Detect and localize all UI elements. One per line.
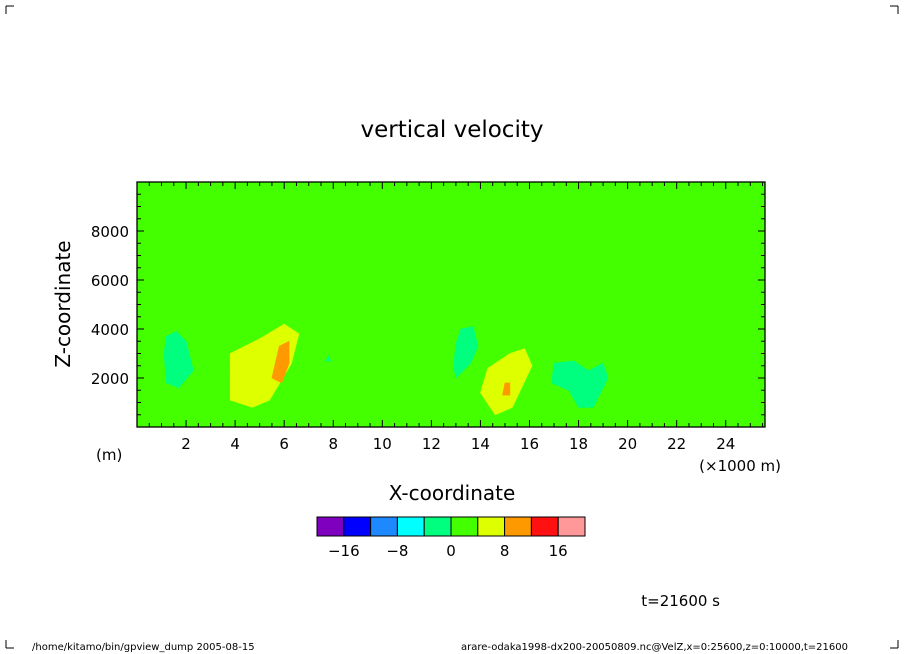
colorbar-swatch xyxy=(477,516,506,537)
colorbar xyxy=(316,516,586,537)
x-unit-label: (×1000 m) xyxy=(699,457,781,475)
colorbar-swatch xyxy=(370,516,398,537)
x-tick-label: 12 xyxy=(422,435,441,453)
colorbar-swatch xyxy=(504,516,532,537)
x-tick-label: 6 xyxy=(279,435,289,453)
x-tick-label: 4 xyxy=(230,435,240,453)
y-tick-label: 4000 xyxy=(91,321,129,339)
y-tick-label: 6000 xyxy=(91,272,129,290)
x-tick-label: 2 xyxy=(181,435,191,453)
contour-region-17 xyxy=(325,355,332,362)
colorbar-swatch xyxy=(530,516,559,537)
contour-region-11 xyxy=(480,348,533,416)
contour-region-16 xyxy=(551,360,609,408)
colorbar-swatch xyxy=(396,516,425,537)
contour-region-12 xyxy=(271,341,290,384)
colorbar-tick-labels: −16 −8 0 8 16 xyxy=(328,542,568,560)
x-tick-label: 8 xyxy=(328,435,338,453)
colorbar-tick-label: 0 xyxy=(446,542,456,560)
y-tick-label: 2000 xyxy=(91,370,129,388)
colorbar-swatch xyxy=(557,516,586,537)
colorbar-swatch xyxy=(343,516,372,537)
footer-right: arare-odaka1998-dx200-20050809.nc@VelZ,x… xyxy=(461,642,848,653)
y-tick-label: 8000 xyxy=(91,223,129,241)
contour-region-5 xyxy=(357,301,435,411)
contour-region-2 xyxy=(696,182,765,291)
contour-region-8 xyxy=(553,240,584,271)
x-tick-label: 20 xyxy=(618,435,637,453)
x-axis-label: X-coordinate xyxy=(389,481,516,505)
contour-region-0 xyxy=(137,182,329,300)
contour-region-14 xyxy=(163,331,194,389)
x-tick-label: 10 xyxy=(373,435,392,453)
x-tick-label: 16 xyxy=(520,435,539,453)
x-tick-labels: 2 4 6 8 10 12 14 16 18 20 22 24 xyxy=(181,435,735,453)
x-tick-label: 22 xyxy=(667,435,686,453)
contour-region-13 xyxy=(502,382,511,396)
chart-title: vertical velocity xyxy=(361,117,544,143)
x-tick-label: 14 xyxy=(471,435,490,453)
footer-left: /home/kitamo/bin/gpview_dump 2005-08-15 xyxy=(32,642,255,653)
axis-ticks xyxy=(136,182,765,427)
y-axis-label: Z-coordinate xyxy=(51,240,75,367)
x-tick-label: 18 xyxy=(569,435,588,453)
colorbar-tick-label: 8 xyxy=(500,542,510,560)
contour-region-15 xyxy=(453,326,479,379)
colorbar-tick-label: −8 xyxy=(386,542,408,560)
contour-region-7 xyxy=(622,333,722,427)
colorbar-tick-label: −16 xyxy=(328,542,360,560)
contour-region-1 xyxy=(362,182,687,332)
y-tick-labels: 2000 4000 6000 8000 xyxy=(91,223,129,388)
colorbar-swatch xyxy=(450,516,479,537)
contour-regions xyxy=(137,182,765,427)
x-tick-label: 24 xyxy=(716,435,735,453)
y-unit-label: (m) xyxy=(96,446,122,464)
time-label: t=21600 s xyxy=(641,592,720,610)
colorbar-swatch xyxy=(423,516,452,537)
colorbar-tick-label: 16 xyxy=(549,542,568,560)
corner-marks xyxy=(5,5,899,649)
colorbar-swatch xyxy=(316,516,345,537)
